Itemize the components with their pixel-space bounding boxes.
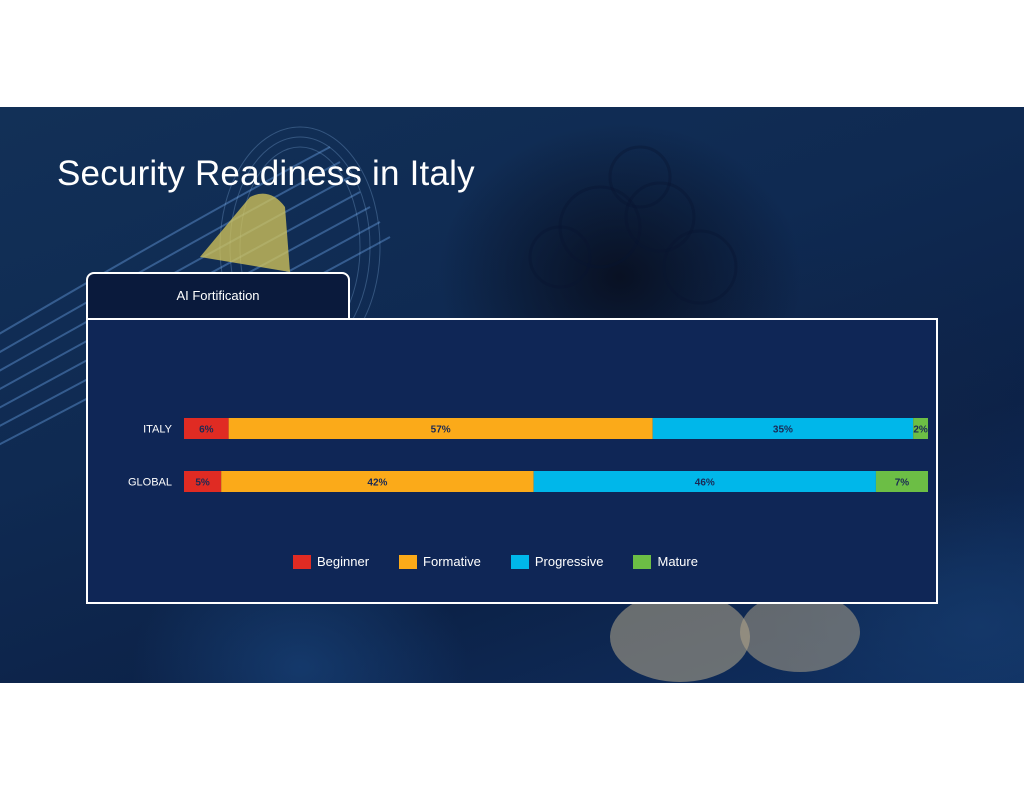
bar-segment [913,418,928,439]
chart-legend: Beginner Formative Progressive Mature [293,554,728,569]
bar-segment [184,418,229,439]
data-label: 42% [367,478,387,489]
bar-segment [875,471,928,492]
data-label: 6% [199,425,214,436]
bar-segment [184,471,222,492]
data-label: 7% [895,478,910,489]
bar-segment [221,471,534,492]
data-label: 5% [195,478,210,489]
legend-label: Mature [657,554,698,569]
legend-item: Mature [633,554,698,569]
category-label: ITALY [143,424,173,436]
legend-swatch [293,554,311,569]
data-label: 2% [913,425,928,436]
data-label: 46% [695,478,715,489]
tab-label: AI Fortification [176,287,260,303]
legend-item: Progressive [510,554,604,569]
tab-ai-fortification[interactable]: AI Fortification [86,272,350,318]
bar-segment [533,471,876,492]
slide: Security Readiness in Italy AI Fortifica… [0,107,1024,683]
data-label: 35% [773,425,793,436]
stacked-bar-chart: ITALY 6% 57% 35% 2% GLOBAL 5% 42% 46% 7% [128,418,928,492]
legend-swatch [399,554,418,569]
bar-segment [228,418,653,439]
page-title: Security Readiness in Italy [57,154,475,193]
data-label: 57% [431,425,451,436]
bar-segment [652,418,914,439]
legend-item: Formative [399,554,481,569]
chart-panel: ITALY 6% 57% 35% 2% GLOBAL 5% 42% 46% 7% Beginner… [86,318,938,604]
legend-label: Beginner [317,554,370,569]
background-decoration [0,126,860,682]
category-label: GLOBAL [128,477,172,489]
legend-item: Beginner [293,554,369,569]
legend-swatch [633,554,652,569]
legend-swatch [510,554,529,569]
legend-label: Formative [423,554,481,569]
legend-label: Progressive [534,554,604,569]
